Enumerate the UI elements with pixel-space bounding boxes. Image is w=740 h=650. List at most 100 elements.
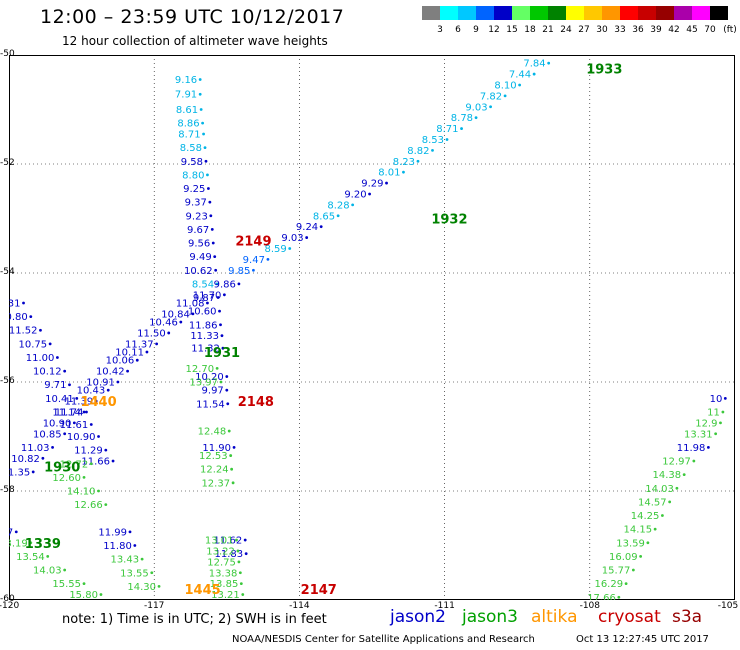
legend-s3a: s3a: [672, 607, 703, 627]
wave-height-label: 9.16: [175, 75, 197, 86]
wave-height-label: 9.24: [296, 222, 318, 233]
wave-height-label: 10.97: [9, 527, 13, 538]
legend-jason3: jason3: [462, 607, 518, 627]
scale-swatch: [512, 6, 530, 20]
track-jason2-center-point: [209, 214, 213, 218]
wave-height-label: 16.09: [609, 552, 638, 563]
pass-time-label: 1933: [586, 63, 622, 78]
track-jason3-center-point: [239, 582, 243, 586]
pass-time-label: 2147: [301, 583, 337, 598]
wave-height-label: 11.35: [9, 467, 30, 478]
wave-height-label: 12.24: [200, 465, 229, 476]
track-jason2-center-point: [218, 309, 221, 313]
wave-height-label: 15.77: [602, 566, 631, 577]
wave-height-label: 12.72: [60, 459, 89, 470]
wave-height-label: 11.62: [214, 536, 243, 547]
track-jason2-diag-point: [431, 148, 434, 152]
track-jason2-center-point: [201, 121, 205, 125]
track-jason3-east-point: [661, 514, 664, 517]
track-jason2-diag-point: [155, 342, 159, 346]
track-jason3-center-point: [231, 481, 235, 485]
scale-swatch: [674, 6, 692, 20]
wave-height-label: 15.80: [69, 590, 98, 600]
track-jason3-east-point: [692, 459, 696, 463]
lat-tick-label: -58: [0, 485, 15, 495]
track-jason3-sw-point: [99, 593, 103, 596]
scale-label: 15: [506, 25, 518, 35]
wave-height-label: 11.03: [21, 443, 50, 454]
pass-time-label: 1931: [204, 346, 240, 361]
wave-height-label: 8.58: [180, 143, 202, 154]
track-jason2-diag-point: [237, 282, 241, 286]
track-jason2-diag-point: [416, 159, 420, 163]
track-jason3-east-point: [721, 410, 725, 414]
track-jason3-center-point: [230, 467, 234, 471]
wave-height-label: 9.97: [202, 386, 224, 397]
wave-height-label: 9.20: [344, 189, 366, 200]
wave-height-label: 13.22: [206, 546, 235, 557]
scale-swatch: [692, 6, 710, 20]
pass-time-label: 1932: [431, 213, 467, 228]
wave-height-label: 11.99: [98, 527, 127, 538]
legend-cryosat: cryosat: [598, 607, 661, 627]
wave-height-label: 10.06: [106, 356, 135, 367]
track-jason2-center-point: [232, 446, 236, 449]
pass-time-label: 2149: [235, 234, 271, 249]
lon-tick-label: -108: [579, 601, 601, 611]
lon-tick-label: -120: [0, 601, 20, 611]
track-jason2-west-point: [82, 410, 86, 414]
track-jason2-diag-point: [351, 203, 355, 207]
wave-height-label: 10.12: [33, 367, 62, 378]
track-jason2-west-point: [56, 356, 59, 359]
track-jason3-east-point: [706, 446, 710, 449]
wave-height-label: 10.41: [45, 394, 74, 405]
scale-label: 30: [596, 25, 608, 35]
scale-swatch: [530, 6, 548, 20]
wave-height-label: 8.23: [393, 157, 415, 168]
scale-swatch: [422, 6, 440, 20]
track-jason2-diag-point: [191, 312, 195, 316]
track-jason3-west-point: [128, 530, 132, 534]
track-jason2-diag-point: [547, 61, 551, 65]
pass-time-label: 1440: [80, 395, 116, 410]
track-jason3-east-point: [723, 396, 727, 400]
wave-height-label: 7.82: [480, 91, 502, 102]
track-jason3-center-point: [241, 593, 245, 596]
track-jason3-center-point: [215, 366, 219, 370]
track-jason2-diag-point: [72, 421, 76, 425]
scale-label: 24: [560, 25, 572, 35]
track-jason2-diag-point: [145, 350, 149, 354]
wave-height-label: 10.60: [188, 307, 217, 318]
track-jason2-west-point: [22, 301, 25, 305]
wave-height-label: 11.70: [193, 290, 222, 301]
wave-height-label: 10.42: [96, 367, 125, 378]
track-jason3-center-point: [237, 560, 241, 564]
wave-height-label: 8.59: [264, 244, 286, 255]
scale-label: 12: [488, 25, 500, 35]
track-jason2-center-point: [216, 296, 220, 299]
track-jason3-east-point: [714, 432, 718, 436]
footer-note: note: 1) Time is in UTC; 2) SWH is in fe…: [62, 612, 327, 627]
wave-height-label: 12.37: [201, 478, 230, 489]
track-jason2-diag-point: [63, 432, 67, 436]
track-jason2-center-point: [206, 173, 209, 177]
lat-tick-label: -60: [0, 594, 15, 604]
wave-height-label: 10.80: [9, 312, 28, 323]
track-jason3-west-point: [97, 489, 100, 493]
track-jason3-east-point: [617, 595, 621, 599]
track-jason3-center-point: [229, 454, 233, 457]
track-jason2-center-point: [207, 187, 210, 190]
wave-height-label: 11.00: [26, 353, 55, 364]
track-jason2-diag-point: [319, 225, 323, 229]
wave-height-label: 8.61: [176, 105, 198, 116]
track-jason2-west-point: [29, 315, 33, 318]
track-jason3-west-point: [82, 475, 86, 479]
scale-swatch: [620, 6, 638, 20]
wave-height-label: 9.25: [183, 184, 205, 195]
wave-height-label: 11.32: [191, 344, 220, 355]
track-jason3-west-point: [157, 584, 161, 588]
track-jason3-west-point: [150, 571, 154, 575]
wave-height-label: 13.31: [684, 429, 713, 440]
track-jason2-diag-point: [460, 127, 463, 130]
wave-height-label: 13.97: [189, 378, 218, 389]
